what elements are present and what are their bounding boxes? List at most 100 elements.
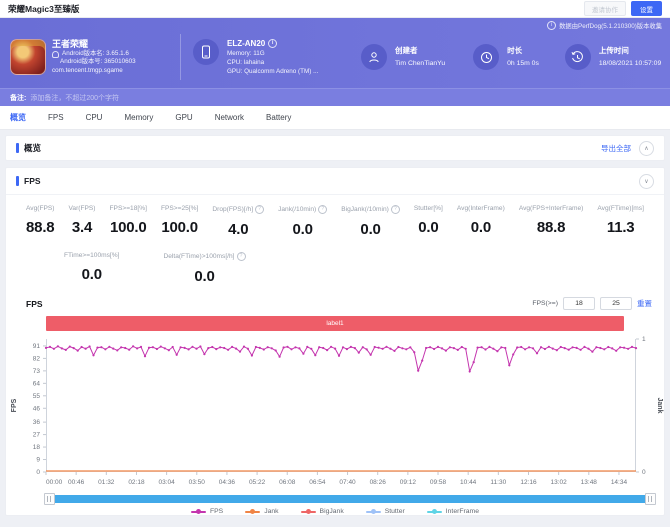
reset-link[interactable]: 重置 — [637, 298, 652, 309]
person-icon — [361, 44, 387, 70]
legend-item-Jank[interactable]: Jank — [245, 508, 278, 515]
tab-Memory[interactable]: Memory — [124, 113, 153, 122]
overview-title: 概览 — [24, 142, 41, 154]
upload-time-label: 上传时间 — [599, 46, 661, 56]
svg-text:07:40: 07:40 — [339, 479, 356, 486]
metric-label: Avg(FTime)[ms] — [597, 205, 644, 212]
creator-value: Tim ChenTianYu — [395, 59, 445, 69]
fps-threshold-input-1[interactable] — [563, 297, 595, 310]
metric-Avg(FPS+InterFrame): Avg(FPS+InterFrame)88.8 — [519, 205, 584, 238]
scrollbar-left-handle[interactable] — [44, 493, 55, 505]
window-topbar: 荣耀Magic3至臻版 邀请协作 设置 — [0, 0, 670, 18]
svg-text:00:46: 00:46 — [68, 479, 85, 486]
settings-button[interactable]: 设置 — [631, 1, 662, 16]
fps-chart-title: FPS — [26, 299, 43, 309]
help-icon[interactable]: ? — [237, 252, 246, 261]
svg-text:64: 64 — [33, 380, 41, 387]
legend-item-Stutter[interactable]: Stutter — [366, 508, 405, 515]
metric-value: 0.0 — [278, 221, 327, 238]
creator-label: 创建者 — [395, 46, 445, 56]
metric-value: 0.0 — [414, 219, 443, 236]
svg-text:13:02: 13:02 — [551, 479, 568, 486]
legend-label: Stutter — [385, 508, 405, 515]
fps-threshold-input-2[interactable] — [600, 297, 632, 310]
metric-Drop(FPS)[/h]: Drop(FPS)[/h]?4.0 — [212, 205, 264, 238]
scrollbar-right-handle[interactable] — [645, 493, 656, 505]
metric-value: 0.0 — [163, 268, 245, 285]
chart-legend: FPS Jank BigJank Stutter InterFrame — [6, 508, 664, 515]
export-all-link[interactable]: 导出全部 — [601, 143, 631, 154]
accent-bar — [16, 143, 19, 153]
svg-text:1: 1 — [642, 336, 646, 343]
metric-label: Avg(FPS) — [26, 205, 54, 212]
duration-label: 时长 — [507, 46, 539, 56]
app-info: 王者荣耀 Android版本名: 3.65.1.6 Android版本号: 36… — [10, 39, 168, 76]
chart-range-scrollbar[interactable] — [44, 494, 656, 504]
metric-label: Delta(FTime)>100ms[/h] — [163, 253, 234, 260]
fps-chart-header: FPS FPS(>=) 重置 — [6, 289, 664, 312]
note-placeholder: 添加备注，不超过200个字符 — [30, 93, 119, 103]
note-bar[interactable]: 备注: 添加备注，不超过200个字符 — [0, 88, 670, 106]
svg-text:73: 73 — [33, 368, 41, 375]
svg-text:36: 36 — [33, 419, 41, 426]
metric-label: Jank(/10min) — [278, 206, 316, 213]
fps-chart[interactable]: 091827364655647382910100:0000:4601:3202:… — [6, 333, 664, 493]
upload-time-value: 18/08/2021 10:57:09 — [599, 59, 661, 69]
svg-text:12:16: 12:16 — [520, 479, 537, 486]
device-cpu: CPU: lahaina — [227, 58, 318, 67]
metric-value: 0.0 — [341, 221, 400, 238]
metric-Stutter[%]: Stutter[%] 0.0 — [414, 205, 443, 238]
legend-marker — [366, 511, 381, 513]
metric-value: 88.8 — [519, 219, 584, 236]
metric-label: Var(FPS) — [69, 205, 96, 212]
chart-label1-bar[interactable]: label1 — [46, 316, 624, 331]
help-icon[interactable]: ? — [318, 205, 327, 214]
metric-value: 0.0 — [457, 219, 505, 236]
legend-item-BigJank[interactable]: BigJank — [301, 508, 344, 515]
tab-概览[interactable]: 概览 — [10, 112, 26, 123]
tab-Network[interactable]: Network — [215, 113, 244, 122]
app-version-code: Android版本号: 365010603 — [52, 58, 136, 67]
metric-label: Avg(InterFrame) — [457, 205, 505, 212]
metric-value: 100.0 — [110, 219, 147, 236]
collapse-fps-button[interactable]: ∨ — [639, 174, 654, 189]
svg-text:03:50: 03:50 — [189, 479, 206, 486]
banner-divider — [180, 34, 181, 80]
svg-text:27: 27 — [33, 432, 41, 439]
duration-info: 时长 0h 15m 0s — [473, 44, 539, 70]
metric-label: FPS>=25[%] — [161, 205, 198, 212]
phone-icon — [193, 39, 219, 65]
accent-bar — [16, 176, 19, 186]
legend-marker — [245, 511, 260, 513]
svg-text:Jank: Jank — [656, 398, 663, 414]
metric-Avg(InterFrame): Avg(InterFrame) 0.0 — [457, 205, 505, 238]
metric-FTime>=100ms[%]: FTime>=100ms[%]0.0 — [64, 252, 119, 285]
device-model: ELZ-AN20 i — [227, 39, 318, 49]
scrollbar-track[interactable] — [55, 495, 645, 503]
metric-FPS>=18[%]: FPS>=18[%]100.0 — [110, 205, 147, 238]
metric-value: 88.8 — [26, 219, 54, 236]
legend-item-InterFrame[interactable]: InterFrame — [427, 508, 479, 515]
metric-label: Stutter[%] — [414, 205, 443, 212]
legend-item-FPS[interactable]: FPS — [191, 508, 223, 515]
metric-value: 0.0 — [64, 266, 119, 283]
help-icon[interactable]: ? — [391, 205, 400, 214]
creator-info: 创建者 Tim ChenTianYu — [361, 44, 445, 70]
share-button[interactable]: 邀请协作 — [584, 1, 626, 16]
svg-text:91: 91 — [33, 343, 41, 350]
svg-text:06:08: 06:08 — [279, 479, 296, 486]
fps-metrics-row1: Avg(FPS)88.8Var(FPS)3.4FPS>=18[%]100.0FP… — [6, 195, 664, 240]
tab-GPU[interactable]: GPU — [175, 113, 192, 122]
svg-text:18: 18 — [33, 444, 41, 451]
device-info-icon[interactable]: i — [268, 39, 277, 48]
tab-CPU[interactable]: CPU — [86, 113, 103, 122]
svg-text:09:58: 09:58 — [430, 479, 447, 486]
help-icon[interactable]: ? — [255, 205, 264, 214]
app-version-name: Android版本名: 3.65.1.6 — [52, 50, 136, 59]
svg-text:11:30: 11:30 — [490, 479, 506, 486]
collapse-overview-button[interactable]: ∧ — [639, 141, 654, 156]
tab-Battery[interactable]: Battery — [266, 113, 291, 122]
tab-FPS[interactable]: FPS — [48, 113, 64, 122]
session-banner: i 数据由PerfDog(5.1.210300)版本收集 王者荣耀 Androi… — [0, 18, 670, 88]
fps-line-chart-svg: 091827364655647382910100:0000:4601:3202:… — [6, 333, 670, 493]
